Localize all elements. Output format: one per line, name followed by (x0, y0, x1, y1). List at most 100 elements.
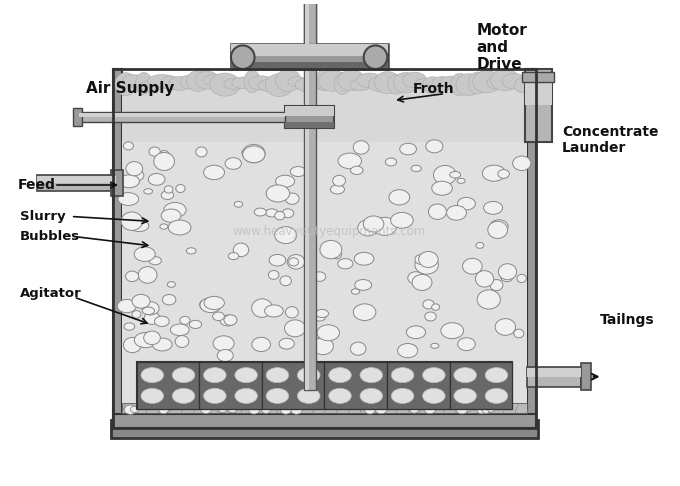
Ellipse shape (449, 172, 460, 178)
Ellipse shape (350, 79, 371, 91)
Ellipse shape (169, 76, 191, 90)
Ellipse shape (388, 74, 405, 94)
Ellipse shape (481, 406, 491, 414)
Ellipse shape (161, 209, 181, 222)
Ellipse shape (231, 45, 254, 69)
Ellipse shape (485, 367, 508, 382)
Ellipse shape (363, 216, 384, 232)
Bar (113, 69, 536, 428)
Ellipse shape (142, 302, 159, 315)
Ellipse shape (457, 178, 465, 183)
Ellipse shape (158, 406, 169, 414)
Ellipse shape (488, 221, 507, 239)
Ellipse shape (498, 264, 517, 280)
Ellipse shape (423, 300, 434, 309)
Ellipse shape (242, 149, 254, 156)
Ellipse shape (209, 73, 241, 96)
Ellipse shape (217, 349, 233, 362)
Ellipse shape (316, 310, 328, 317)
Ellipse shape (328, 388, 352, 403)
Ellipse shape (275, 226, 296, 243)
Ellipse shape (434, 165, 456, 185)
Ellipse shape (451, 73, 469, 96)
Ellipse shape (126, 161, 143, 176)
Ellipse shape (426, 140, 443, 153)
Ellipse shape (200, 298, 221, 312)
Ellipse shape (389, 190, 409, 205)
Text: www.heavydutyequipments.com: www.heavydutyequipments.com (233, 225, 426, 238)
Bar (305, 0, 309, 44)
Ellipse shape (280, 406, 291, 414)
Ellipse shape (289, 258, 299, 266)
Ellipse shape (483, 201, 503, 214)
Ellipse shape (165, 186, 173, 193)
Ellipse shape (119, 175, 139, 188)
Text: Agitator: Agitator (20, 287, 82, 300)
Bar (79, 113, 285, 117)
Ellipse shape (203, 367, 226, 382)
Ellipse shape (441, 76, 460, 87)
Ellipse shape (490, 220, 508, 233)
Ellipse shape (115, 73, 137, 96)
Ellipse shape (117, 299, 136, 312)
Bar (122, 142, 527, 411)
Ellipse shape (400, 143, 416, 155)
Ellipse shape (477, 406, 487, 414)
Ellipse shape (218, 407, 226, 413)
Ellipse shape (171, 324, 189, 335)
Ellipse shape (232, 77, 254, 88)
Ellipse shape (488, 407, 494, 412)
Ellipse shape (228, 406, 237, 413)
Ellipse shape (235, 388, 258, 403)
Ellipse shape (269, 254, 286, 266)
Ellipse shape (469, 72, 487, 94)
Text: Concentrate
Launder: Concentrate Launder (562, 125, 659, 155)
Ellipse shape (335, 73, 350, 95)
Ellipse shape (142, 307, 154, 314)
Ellipse shape (131, 406, 139, 413)
Bar (73, 108, 82, 126)
Ellipse shape (124, 337, 141, 353)
Ellipse shape (514, 329, 524, 338)
Ellipse shape (501, 274, 513, 282)
Bar (525, 69, 552, 142)
Ellipse shape (364, 406, 375, 414)
Ellipse shape (502, 73, 526, 89)
Ellipse shape (297, 367, 320, 382)
Bar (285, 106, 334, 116)
Ellipse shape (475, 271, 494, 287)
Ellipse shape (517, 275, 526, 282)
Ellipse shape (284, 320, 305, 337)
Text: Tailngs: Tailngs (600, 312, 654, 327)
Bar (137, 362, 512, 409)
Ellipse shape (333, 175, 345, 186)
Text: Froth: Froth (413, 82, 454, 96)
Ellipse shape (286, 307, 299, 318)
Bar (199, 362, 262, 409)
Ellipse shape (143, 331, 160, 345)
Ellipse shape (350, 342, 366, 355)
Ellipse shape (262, 407, 271, 413)
Ellipse shape (126, 271, 139, 281)
Ellipse shape (162, 76, 180, 90)
Ellipse shape (124, 142, 133, 150)
Ellipse shape (447, 206, 466, 220)
Bar (527, 368, 581, 377)
Ellipse shape (355, 279, 371, 290)
Bar (525, 73, 552, 105)
Ellipse shape (138, 267, 157, 283)
Ellipse shape (398, 344, 418, 358)
Text: Air Supply: Air Supply (86, 81, 175, 96)
Ellipse shape (145, 334, 156, 342)
Ellipse shape (266, 185, 290, 202)
Ellipse shape (124, 323, 135, 330)
Bar (113, 414, 536, 428)
Ellipse shape (412, 275, 432, 291)
Ellipse shape (432, 77, 452, 92)
Bar (324, 362, 387, 409)
Ellipse shape (180, 75, 198, 89)
Ellipse shape (203, 74, 228, 87)
Ellipse shape (351, 166, 363, 174)
Ellipse shape (338, 259, 353, 269)
Ellipse shape (143, 189, 152, 194)
